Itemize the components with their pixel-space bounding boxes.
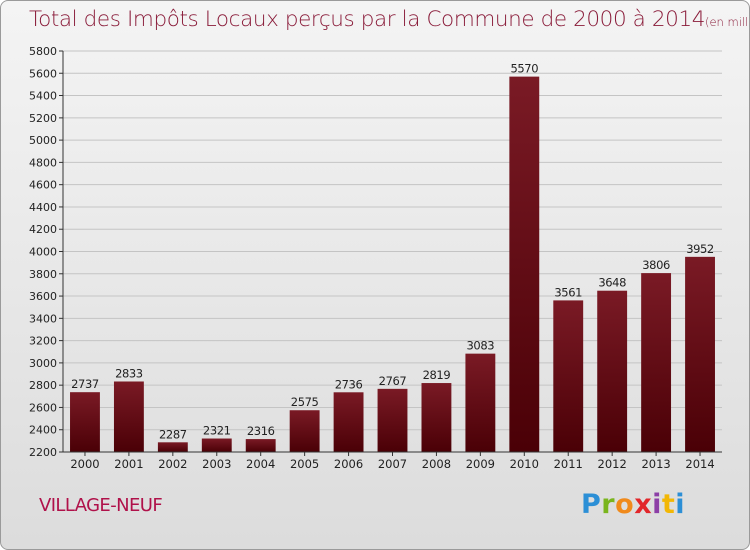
x-tick-label: 2002 (158, 457, 187, 471)
logo-letter: r (601, 489, 616, 520)
y-tick-label: 4600 (29, 179, 57, 192)
bar-value-label: 5570 (510, 62, 538, 76)
bar-value-label: 2287 (159, 427, 187, 441)
y-tick-label: 4200 (29, 223, 57, 236)
y-tick-label: 2200 (29, 446, 57, 459)
y-tick-label: 3600 (29, 290, 57, 303)
bar-2008 (421, 383, 452, 452)
bar-value-label: 2575 (291, 395, 319, 409)
bar-2011 (553, 300, 584, 452)
proxiti-logo: Proxiti (581, 489, 685, 523)
bar-2014 (685, 256, 715, 452)
bar-value-label: 3806 (642, 258, 670, 272)
logo-letter: t (661, 489, 676, 520)
logo-letter: P (581, 489, 602, 520)
y-tick-label: 5600 (29, 67, 57, 80)
bar-value-label: 2316 (247, 424, 275, 438)
chart-title-text: Total des Impôts Locaux perçus par la Co… (29, 7, 705, 32)
x-tick-label: 2012 (598, 457, 627, 471)
bars: 2737 2833 2287 2321 2316 2575 2736 2767 2819 3083… (70, 62, 715, 452)
bar-value-label: 3648 (598, 276, 626, 290)
bar-2009 (465, 353, 496, 452)
x-tick-label: 2005 (290, 457, 319, 471)
bar-2005 (289, 410, 320, 452)
logo-letter: i (652, 489, 662, 520)
y-tick-label: 5800 (29, 45, 57, 58)
x-tick-label: 2003 (202, 457, 231, 471)
y-tick-label: 5200 (29, 112, 57, 125)
y-tick-label: 3800 (29, 268, 57, 281)
x-tick-label: 2009 (466, 457, 495, 471)
bar-2003 (201, 438, 232, 452)
x-tick-label: 2007 (378, 457, 407, 471)
logo-letter: i (675, 489, 686, 520)
commune-name: VILLAGE-NEUF (39, 495, 163, 516)
bar-value-label: 2767 (379, 374, 407, 388)
bar-2007 (377, 388, 408, 452)
x-tick-label: 2008 (422, 457, 451, 471)
x-tick-label: 2010 (510, 457, 539, 471)
bar-value-label: 2736 (335, 377, 363, 391)
x-tick-label: 2006 (334, 457, 363, 471)
chart-title: Total des Impôts Locaux perçus par la Co… (29, 7, 749, 32)
x-tick-label: 2011 (554, 457, 583, 471)
chart-title-unit: (en milliers d'€) (705, 15, 749, 29)
y-tick-label: 2600 (29, 401, 57, 414)
y-tick-label: 3200 (29, 335, 57, 348)
x-tick-label: 2001 (114, 457, 143, 471)
bar-2004 (245, 439, 276, 452)
bar-value-label: 3083 (467, 339, 495, 353)
bar-value-label: 2819 (423, 368, 451, 382)
x-tick-label: 2000 (70, 457, 99, 471)
x-tick-label: 2004 (246, 457, 275, 471)
y-tick-label: 4800 (29, 156, 57, 169)
x-tick-label: 2013 (641, 457, 670, 471)
y-axis-ticks: 2200 2400 2600 2800 3000 3200 3400 3600 3800 4000… (29, 45, 63, 459)
y-tick-label: 3400 (29, 312, 57, 325)
bar-value-label: 2321 (203, 424, 231, 438)
bar-value-label: 3561 (554, 285, 582, 299)
bar-2012 (597, 290, 628, 452)
logo-letter: x (634, 489, 653, 520)
y-tick-label: 4400 (29, 201, 57, 214)
bar-value-label: 2833 (115, 366, 143, 380)
y-tick-label: 5400 (29, 90, 57, 103)
y-tick-label: 4000 (29, 246, 57, 259)
y-tick-label: 5000 (29, 134, 57, 147)
bar-value-label: 3952 (686, 242, 714, 256)
bar-2002 (157, 442, 188, 452)
y-tick-label: 2800 (29, 379, 57, 392)
x-axis-labels: 2000 2001 2002 2003 2004 2005 2006 2007 2008 2009… (70, 452, 715, 471)
bar-2010 (509, 76, 540, 452)
y-tick-label: 3000 (29, 357, 57, 370)
bar-2006 (333, 392, 364, 452)
bar-value-label: 2737 (71, 377, 99, 391)
y-tick-label: 2400 (29, 424, 57, 437)
bar-2013 (641, 273, 672, 452)
bar-2000 (70, 392, 100, 452)
x-tick-label: 2014 (685, 457, 714, 471)
logo-letter: o (615, 489, 635, 520)
bar-2001 (113, 381, 144, 452)
